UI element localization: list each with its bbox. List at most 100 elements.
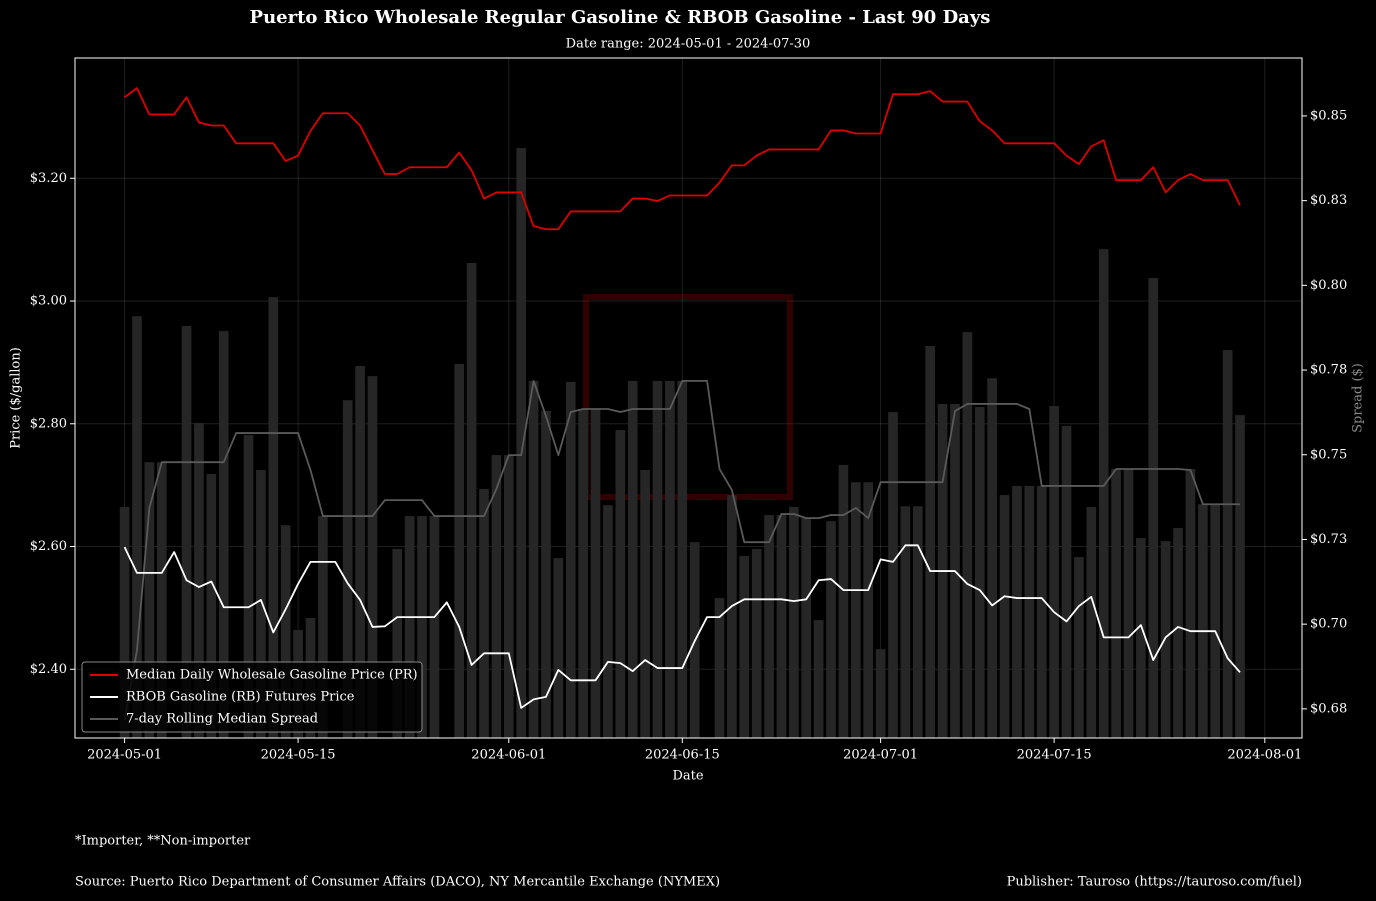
bar [652, 380, 663, 738]
y2-tick-label: $0.80 [1310, 278, 1347, 293]
bar [850, 482, 861, 738]
series-line [123, 544, 1241, 709]
plot-frame [74, 57, 1303, 739]
bar [256, 469, 266, 738]
bar [789, 506, 799, 738]
x-axis-label: Date [672, 769, 703, 784]
watermark [583, 294, 793, 500]
bar [987, 378, 997, 738]
bar [1148, 277, 1159, 738]
bar [1173, 527, 1183, 738]
bar [144, 462, 155, 738]
bar [429, 516, 440, 738]
bar [1160, 541, 1171, 738]
x-tick-label: 2024-07-15 [1017, 748, 1092, 763]
y-tick-label: $2.40 [30, 662, 67, 677]
bar [1136, 538, 1146, 738]
bar [1036, 485, 1047, 738]
legend-label: 7-day Rolling Median Spread [126, 712, 318, 727]
bar [1185, 468, 1196, 738]
y-tick-label: $3.00 [30, 294, 67, 309]
x-tick-label: 2024-06-15 [645, 748, 720, 763]
bar [863, 482, 874, 738]
series-line [124, 87, 1241, 231]
bar [1086, 506, 1097, 738]
bar [739, 556, 750, 738]
bar [404, 516, 415, 738]
bar [1210, 504, 1221, 738]
bar [417, 516, 427, 738]
y2-tick-label: $0.70 [1310, 617, 1347, 632]
y2-tick-label: $0.78 [1310, 363, 1347, 378]
legend-label: RBOB Gasoline (RB) Futures Price [126, 690, 355, 705]
x-tick-label: 2024-07-01 [843, 748, 918, 763]
bar [1024, 485, 1035, 738]
bar [838, 464, 849, 738]
bar [826, 521, 836, 738]
bar [776, 515, 787, 738]
y-tick-label: $3.20 [30, 171, 67, 186]
bar [479, 488, 489, 738]
chart-subtitle: Date range: 2024-05-01 - 2024-07-30 [566, 37, 811, 52]
bar [1235, 415, 1245, 738]
plot-area [75, 58, 1302, 738]
y2-axis-label: Spread ($) [1351, 363, 1366, 433]
chart-title: Puerto Rico Wholesale Regular Gasoline &… [250, 7, 991, 28]
bar [751, 548, 762, 738]
bar [194, 422, 204, 738]
bar [503, 455, 514, 738]
bar [925, 345, 936, 738]
y-axis-label: Price ($/gallon) [9, 347, 24, 449]
y2-tick-label: $0.83 [1310, 193, 1347, 208]
bar [516, 148, 527, 738]
bar [132, 316, 142, 738]
bar [218, 331, 229, 738]
bar [280, 525, 291, 738]
bar [1098, 249, 1109, 738]
y2-tick-label: $0.68 [1310, 701, 1347, 716]
bar [119, 506, 130, 738]
bar [392, 548, 403, 738]
bar [181, 326, 192, 738]
bar [714, 598, 725, 738]
bar [578, 409, 588, 738]
x-tick-label: 2024-08-01 [1227, 748, 1302, 763]
bar [999, 495, 1010, 738]
bar [355, 365, 365, 738]
bar [541, 411, 551, 738]
bar [900, 506, 911, 738]
bar [1049, 405, 1059, 738]
y-tick-label: $2.60 [30, 539, 67, 554]
legend-label: Median Daily Wholesale Gasoline Price (P… [126, 668, 418, 683]
x-tick-label: 2024-06-01 [471, 748, 546, 763]
bar [243, 435, 254, 738]
bar [367, 376, 378, 738]
bar [974, 406, 985, 738]
bar [875, 649, 886, 738]
bar [1061, 425, 1072, 738]
bar [342, 400, 353, 738]
bar [1222, 350, 1233, 738]
bar [1012, 485, 1022, 738]
bar [615, 430, 626, 738]
bar [318, 516, 328, 738]
bar [603, 505, 613, 738]
bar [801, 518, 812, 738]
bar [590, 409, 601, 738]
publisher: Publisher: Tauroso (https://tauroso.com/… [1007, 875, 1302, 890]
bar [627, 380, 638, 738]
bar [888, 412, 898, 738]
bar [912, 506, 923, 738]
x-tick-label: 2024-05-15 [261, 748, 336, 763]
y2-tick-label: $0.73 [1310, 532, 1347, 547]
bar [764, 515, 774, 738]
x-tick-label: 2024-05-01 [87, 748, 162, 763]
bar [1123, 468, 1134, 738]
bar [454, 363, 465, 738]
bar [565, 381, 576, 738]
bar [813, 620, 824, 738]
bar [156, 462, 167, 738]
bar [466, 262, 477, 738]
